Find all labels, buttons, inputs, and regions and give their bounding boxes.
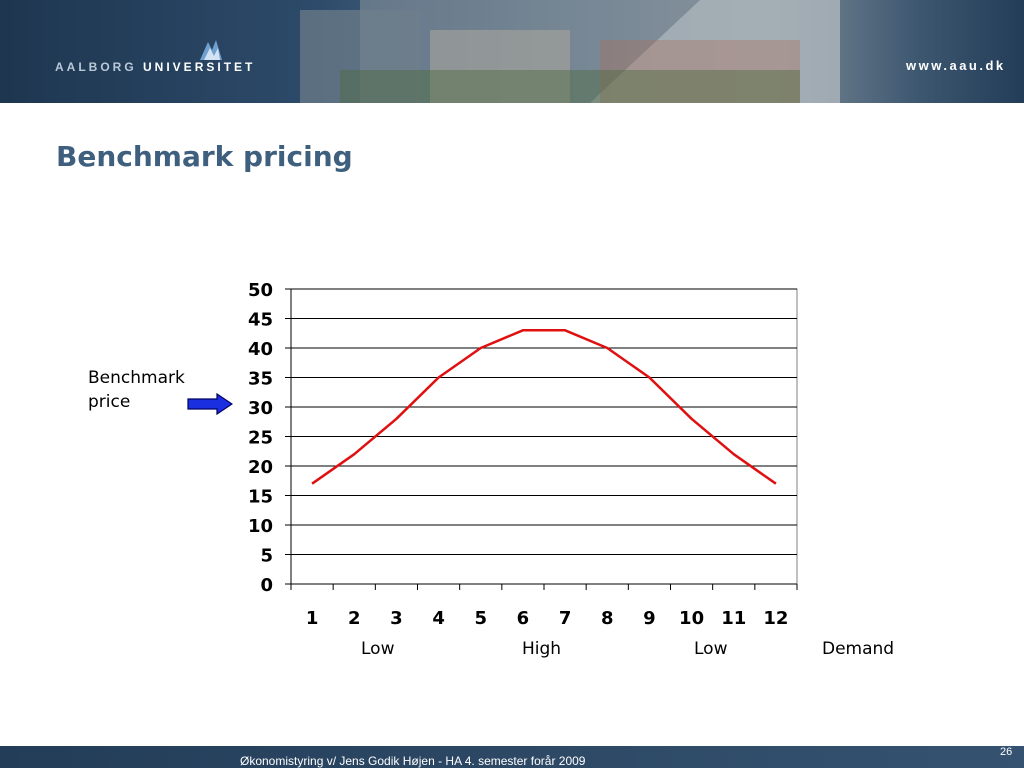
campus-photo bbox=[300, 0, 840, 103]
y-tick-label: 15 bbox=[248, 487, 273, 508]
y-tick-label: 5 bbox=[260, 546, 273, 567]
y-tick-label: 25 bbox=[248, 428, 273, 449]
x-tick-label: 2 bbox=[348, 608, 361, 629]
benchmark-label-line2: price bbox=[88, 392, 131, 412]
site-url: www.aau.dk bbox=[906, 58, 1006, 73]
y-tick-label: 20 bbox=[248, 457, 273, 478]
y-tick-label: 45 bbox=[248, 310, 273, 331]
x-tick-label: 11 bbox=[721, 608, 746, 629]
right-arrow-icon bbox=[187, 393, 233, 415]
logo-prefix: AALBORG bbox=[55, 60, 137, 74]
x-tick-label: 12 bbox=[763, 608, 788, 629]
y-tick-label: 40 bbox=[248, 339, 273, 360]
x-tick-label: 10 bbox=[679, 608, 704, 629]
x-tick-label: 3 bbox=[390, 608, 403, 629]
x-tick-label: 1 bbox=[306, 608, 319, 629]
footer-text: Økonomistyring v/ Jens Godik Højen - HA … bbox=[240, 754, 586, 768]
logo-suffix: UNIVERSITET bbox=[143, 60, 256, 74]
demand-axis-label: Demand bbox=[822, 639, 895, 659]
y-tick-label: 10 bbox=[248, 516, 273, 537]
x-tick-label: 8 bbox=[601, 608, 614, 629]
page-number: 26 bbox=[1000, 746, 1013, 758]
footer-bar: Økonomistyring v/ Jens Godik Højen - HA … bbox=[0, 746, 1024, 768]
university-logo-icon bbox=[200, 40, 222, 60]
y-tick-label: 50 bbox=[248, 280, 273, 301]
y-tick-label: 0 bbox=[260, 575, 273, 596]
demand-high-label: High bbox=[522, 639, 562, 659]
header-banner: AALBORG UNIVERSITET www.aau.dk bbox=[0, 0, 1024, 103]
demand-low-left-label: Low bbox=[361, 639, 395, 659]
demand-low-right-label: Low bbox=[694, 639, 728, 659]
x-tick-label: 4 bbox=[432, 608, 445, 629]
y-tick-label: 35 bbox=[248, 369, 273, 390]
x-tick-label: 6 bbox=[517, 608, 530, 629]
x-tick-label: 5 bbox=[474, 608, 487, 629]
x-tick-label: 9 bbox=[643, 608, 656, 629]
benchmark-label-line1: Benchmark bbox=[88, 368, 185, 388]
x-tick-label: 7 bbox=[559, 608, 572, 629]
y-tick-label: 30 bbox=[248, 398, 273, 419]
slide-title: Benchmark pricing bbox=[56, 140, 353, 173]
series-line bbox=[311, 329, 777, 485]
benchmark-price-label: Benchmark price bbox=[88, 366, 185, 414]
university-logo-text: AALBORG UNIVERSITET bbox=[55, 60, 255, 74]
